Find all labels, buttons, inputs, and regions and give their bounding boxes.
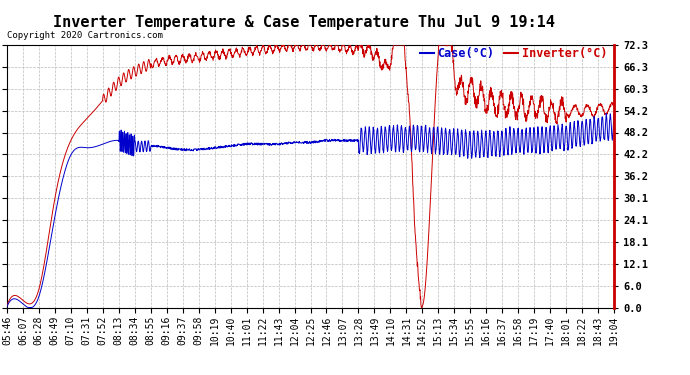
Text: Inverter Temperature & Case Temperature Thu Jul 9 19:14: Inverter Temperature & Case Temperature … (52, 15, 555, 30)
Legend: Case(°C), Inverter(°C): Case(°C), Inverter(°C) (418, 46, 608, 61)
Text: Copyright 2020 Cartronics.com: Copyright 2020 Cartronics.com (7, 31, 163, 40)
